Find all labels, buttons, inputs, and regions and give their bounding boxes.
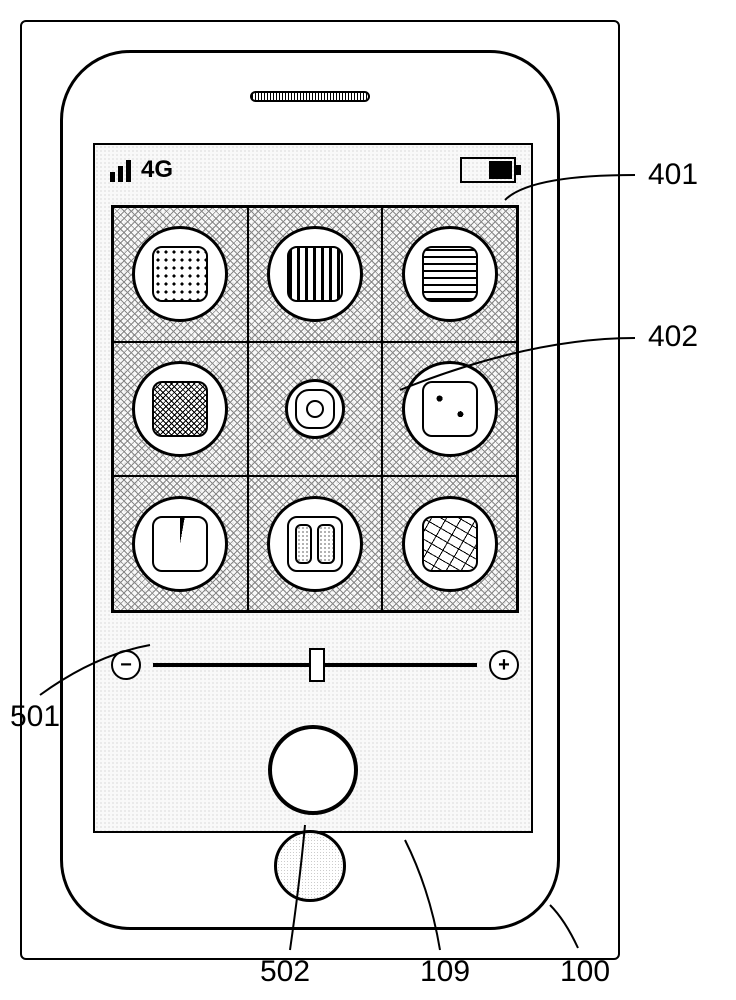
- screen: 4G − +: [93, 143, 533, 833]
- callout-502: 502: [260, 955, 310, 989]
- plus-icon[interactable]: +: [489, 650, 519, 680]
- shutter-button[interactable]: [268, 725, 358, 815]
- app-icon: [422, 516, 478, 572]
- battery-fill: [489, 161, 512, 179]
- app-icon-ring: [285, 379, 345, 439]
- app-icon: [422, 381, 478, 437]
- home-button[interactable]: [274, 830, 346, 902]
- app-icon-ring: [402, 361, 498, 457]
- grid-cell[interactable]: [382, 207, 517, 342]
- zoom-slider[interactable]: − +: [111, 635, 519, 695]
- callout-401: 401: [648, 158, 698, 192]
- app-icon: [295, 389, 335, 429]
- grid-cell[interactable]: [382, 476, 517, 611]
- app-icon-ring: [132, 361, 228, 457]
- app-icon: [152, 246, 208, 302]
- app-icon-ring: [267, 496, 363, 592]
- grid-cell[interactable]: [248, 207, 383, 342]
- app-icon: [152, 381, 208, 437]
- phone-body: 4G − +: [60, 50, 560, 930]
- grid-cell[interactable]: [113, 342, 248, 477]
- app-icon-ring: [402, 496, 498, 592]
- slider-thumb[interactable]: [309, 648, 325, 682]
- app-icon-ring: [267, 226, 363, 322]
- callout-501: 501: [10, 700, 60, 734]
- status-bar: 4G: [95, 145, 531, 195]
- callout-402: 402: [648, 320, 698, 354]
- app-icon-ring: [132, 496, 228, 592]
- minus-icon[interactable]: −: [111, 650, 141, 680]
- speaker-grille: [250, 91, 370, 102]
- app-grid: [111, 205, 519, 613]
- app-icon-ring: [132, 226, 228, 322]
- signal-icon: [110, 158, 131, 182]
- grid-cell[interactable]: [248, 342, 383, 477]
- app-icon: [287, 246, 343, 302]
- grid-cell[interactable]: [113, 476, 248, 611]
- app-icon-ring: [402, 226, 498, 322]
- battery-icon: [460, 157, 516, 183]
- slider-track[interactable]: [153, 663, 477, 667]
- grid-cell[interactable]: [248, 476, 383, 611]
- app-icon: [287, 516, 343, 572]
- app-icon: [422, 246, 478, 302]
- callout-109: 109: [420, 955, 470, 989]
- grid-cell[interactable]: [113, 207, 248, 342]
- network-label: 4G: [141, 156, 173, 184]
- callout-100: 100: [560, 955, 610, 989]
- grid-cell[interactable]: [382, 342, 517, 477]
- app-icon: [152, 516, 208, 572]
